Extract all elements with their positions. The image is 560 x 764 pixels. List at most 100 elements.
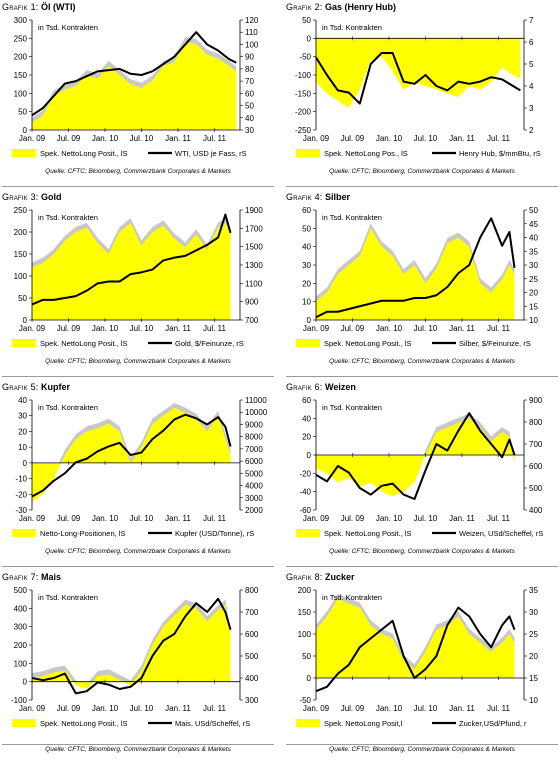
- x-tick-label: Jul. 10: [130, 704, 154, 713]
- left-tick-label: -100: [11, 696, 28, 705]
- x-tick-label: Jul. 09: [341, 704, 365, 713]
- right-tick-label: 30: [529, 608, 538, 617]
- right-tick-label: 5: [529, 60, 534, 69]
- left-tick-label: 200: [14, 641, 28, 650]
- left-tick-label: 0: [307, 674, 312, 683]
- x-tick-label: Jul. 09: [341, 324, 365, 333]
- right-tick-label: 900: [245, 298, 259, 307]
- left-tick-label: -30: [15, 506, 27, 515]
- x-tick-label: Jul. 10: [414, 134, 438, 143]
- left-tick-label: 200: [14, 53, 28, 62]
- legend-swatch-area: [296, 719, 320, 727]
- x-tick-label: Jul. 10: [130, 134, 154, 143]
- left-tick-label: -20: [299, 469, 311, 478]
- net-long-area: [32, 223, 231, 320]
- x-tick-label: Jul. 11: [203, 514, 227, 523]
- legend-swatch-area: [12, 339, 36, 347]
- right-tick-label: 40: [529, 234, 538, 243]
- x-tick-label: Jan. 09: [19, 704, 46, 713]
- left-tick-label: -40: [299, 488, 311, 497]
- chart-panel: Grafik 1: Öl (WTI) 0 50 100 150 200 250 300 30 4…: [2, 0, 274, 190]
- chart-source: Quelle: CFTC; Bloomberg, Commerzbank Cor…: [45, 358, 231, 365]
- panel-divider: [286, 566, 558, 567]
- unit-note: in Tsd. Kontrakten: [38, 403, 98, 412]
- left-tick-label: -150: [295, 89, 312, 98]
- right-tick-label: 8000: [245, 433, 263, 442]
- chart-number: Grafik 2:: [286, 2, 323, 12]
- panel-divider: [286, 744, 558, 745]
- left-tick-label: 10: [302, 298, 311, 307]
- left-tick-label: -50: [299, 53, 311, 62]
- x-tick-label: Jan. 11: [449, 324, 475, 333]
- left-tick-label: 50: [18, 108, 27, 117]
- x-tick-label: Jul. 10: [414, 704, 438, 713]
- chart-panel: Grafik 6: Weizen -60 -40 -20 0 20 40 60 400 500 6…: [286, 380, 558, 570]
- unit-note: in Tsd. Kontrakten: [38, 23, 98, 32]
- x-tick-label: Jan. 09: [303, 514, 330, 523]
- net-long-area: [32, 42, 237, 130]
- left-tick-label: 150: [298, 608, 312, 617]
- chart-title: Grafik 3: Gold: [2, 192, 62, 202]
- price-line: [31, 31, 237, 117]
- left-tick-label: 0: [23, 678, 28, 687]
- chart-svg: -50 0 50 100 150 200 10 15 20 25 30 35 Jan. 09 Jul. 0…: [296, 586, 538, 728]
- price-line: [315, 412, 516, 500]
- left-tick-label: -20: [15, 490, 27, 499]
- x-tick-label: Jul. 10: [130, 324, 154, 333]
- chart-number: Grafik 3:: [2, 192, 39, 202]
- left-tick-label: 20: [18, 427, 27, 436]
- legend-swatch-area: [296, 529, 320, 537]
- right-tick-label: 6: [529, 38, 534, 47]
- x-tick-label: Jan. 10: [376, 704, 403, 713]
- right-tick-label: 700: [245, 316, 259, 325]
- net-long-area: [316, 598, 515, 678]
- chart-svg: 0 50 100 150 200 250 700 900 1100 1300 1500 1700 190…: [12, 206, 263, 348]
- left-tick-label: 0: [307, 316, 312, 325]
- right-tick-label: 300: [245, 696, 259, 705]
- chart-svg: 0 50 100 150 200 250 300 30 40 50 60 70 80 90 100 110 12…: [12, 16, 259, 158]
- legend-swatch-area: [296, 339, 320, 347]
- right-tick-label: 4: [529, 82, 534, 91]
- right-tick-label: 70: [245, 77, 254, 86]
- chart-number: Grafik 4:: [286, 192, 323, 202]
- unit-note: in Tsd. Kontrakten: [38, 593, 98, 602]
- right-tick-label: 4000: [245, 482, 263, 491]
- left-tick-label: 30: [18, 412, 27, 421]
- x-tick-label: Jul. 09: [57, 704, 81, 713]
- right-tick-label: 40: [245, 114, 254, 123]
- left-tick-label: 0: [307, 451, 312, 460]
- left-tick-label: -200: [295, 108, 312, 117]
- x-tick-label: Jul. 11: [487, 324, 511, 333]
- chart-source: Quelle: CFTC; Bloomberg, Commerzbank Cor…: [329, 168, 515, 175]
- right-tick-label: 10: [529, 696, 538, 705]
- chart-source: Quelle: CFTC; Bloomberg, Commerzbank Cor…: [329, 746, 515, 753]
- right-tick-label: 90: [245, 53, 254, 62]
- x-tick-label: Jan. 09: [19, 324, 46, 333]
- left-tick-label: 40: [302, 243, 311, 252]
- chart-panel: Grafik 4: Silber 0 10 20 30 40 50 60 10 15 20 25 30…: [286, 190, 558, 380]
- chart-title: Grafik 7: Mais: [2, 572, 61, 582]
- left-tick-label: 150: [14, 250, 28, 259]
- left-tick-label: 400: [14, 604, 28, 613]
- x-tick-label: Jul. 10: [130, 514, 154, 523]
- legend-label: Silber, $/Feinunze, rS: [459, 339, 531, 348]
- left-tick-label: 250: [14, 34, 28, 43]
- x-tick-label: Jul. 11: [203, 324, 227, 333]
- right-tick-label: 120: [245, 16, 259, 25]
- x-tick-label: Jan. 09: [303, 134, 330, 143]
- left-tick-label: 150: [14, 71, 28, 80]
- right-tick-label: 80: [245, 65, 254, 74]
- chart-panel: Grafik 3: Gold 0 50 100 150 200 250 700 900 1100…: [2, 190, 274, 380]
- right-tick-label: 5000: [245, 469, 263, 478]
- net-long-area: [316, 418, 515, 497]
- right-tick-label: 9000: [245, 420, 263, 429]
- chart-svg: -250 -200 -150 -100 -50 0 50 2 3 4 5 6 7 Jan. 09 Jul. …: [295, 16, 541, 158]
- x-tick-label: Jul. 11: [203, 134, 227, 143]
- x-tick-label: Jan. 09: [303, 704, 330, 713]
- legend-label: Spek. NettoLong Posit,l: [324, 719, 403, 728]
- legend-label: Spek. NettoLong Posit., lS: [324, 529, 412, 538]
- chart-commodity: Silber: [325, 192, 351, 202]
- left-tick-label: 0: [23, 126, 28, 135]
- x-tick-label: Jul. 11: [487, 134, 511, 143]
- x-tick-label: Jan. 09: [303, 324, 330, 333]
